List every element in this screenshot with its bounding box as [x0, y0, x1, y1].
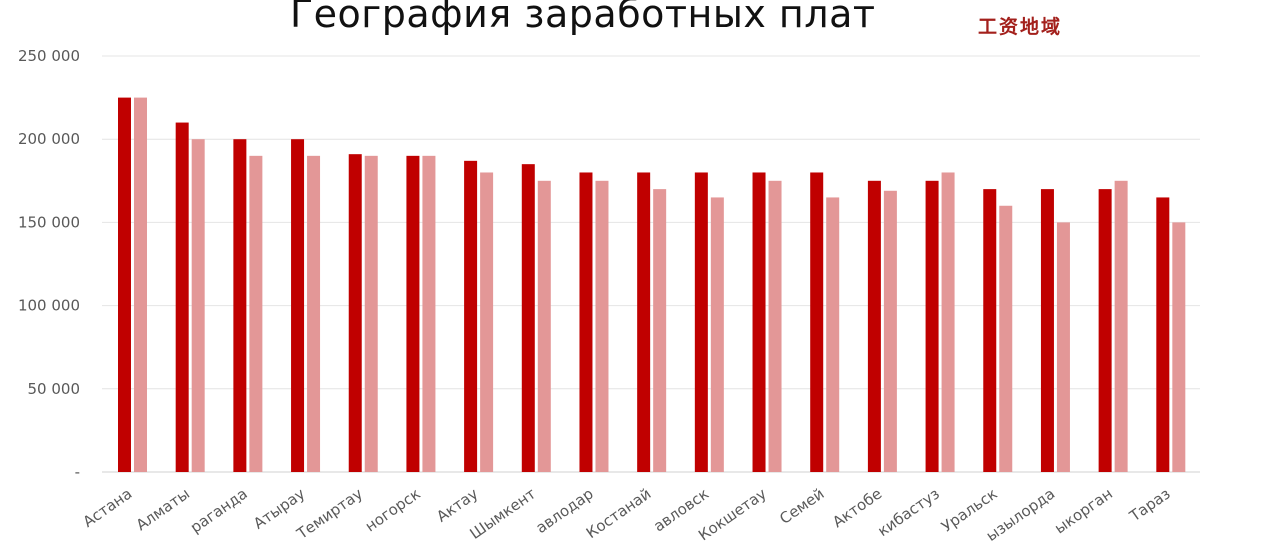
x-tick-label: ыкорган	[1051, 485, 1116, 538]
bar-series-2	[537, 180, 551, 473]
bar-series-1	[521, 164, 535, 472]
bar-series-2	[480, 172, 494, 473]
bar-series-1	[464, 160, 478, 472]
y-tick-label: 150 000	[18, 213, 80, 231]
bar-series-2	[768, 180, 782, 473]
bar-series-2	[191, 139, 205, 472]
x-tick-label: Семей	[776, 485, 827, 528]
bar-series-2	[826, 197, 840, 472]
y-axis-ticks: - 50 000 100 000 150 000 200 000 250 000	[18, 47, 80, 481]
bar-series-2	[999, 205, 1013, 472]
bar-series-1	[637, 172, 651, 473]
bar-series-1	[983, 189, 997, 472]
bar-series-1	[1156, 197, 1170, 472]
bar-series-1	[291, 139, 305, 472]
x-tick-label: Костанай	[583, 485, 655, 543]
bar-series-2	[1114, 180, 1128, 473]
y-tick-label: 200 000	[18, 130, 80, 148]
bar-series-1	[925, 180, 939, 473]
bar-series-1	[348, 154, 362, 472]
bar-series-2	[1056, 222, 1070, 472]
x-tick-label: раганда	[187, 485, 251, 537]
x-tick-label: Тараз	[1126, 485, 1174, 526]
bar-series-1	[694, 172, 708, 473]
bar-series-1	[1098, 189, 1112, 472]
y-tick-label: 100 000	[18, 297, 80, 315]
x-tick-label: Шымкент	[466, 484, 539, 543]
y-tick-label: 250 000	[18, 47, 80, 65]
bar-series-1	[867, 180, 881, 473]
bar-series-1	[233, 139, 247, 472]
bar-series-2	[883, 190, 897, 472]
bar-series-1	[752, 172, 766, 473]
bar-series-1	[118, 97, 131, 472]
bar-series-2	[1172, 222, 1186, 472]
x-tick-label: ногорск	[362, 485, 424, 536]
bar-series-2	[941, 172, 955, 473]
bar-series-1	[579, 172, 593, 473]
bar-series-2	[134, 97, 147, 472]
bar-series-2	[307, 155, 321, 472]
gridlines	[102, 55, 1200, 473]
bars	[118, 97, 1186, 473]
bar-series-2	[364, 155, 378, 472]
bar-series-2	[653, 189, 667, 472]
bar-series-1	[175, 122, 189, 472]
bar-series-2	[422, 155, 436, 472]
y-tick-label: -	[75, 463, 80, 481]
x-tick-label: Астана	[80, 485, 136, 532]
bar-series-1	[810, 172, 824, 473]
bar-series-2	[595, 180, 609, 473]
x-tick-label: Алматы	[133, 485, 193, 535]
x-tick-label: кибастуз	[874, 485, 943, 541]
bar-series-1	[1040, 189, 1054, 472]
y-tick-label: 50 000	[28, 380, 81, 398]
chart-annotation: 工资地域	[978, 16, 1063, 38]
bar-series-2	[249, 155, 263, 472]
chart-title: География заработных плат	[290, 0, 876, 36]
bar-series-1	[406, 155, 420, 472]
x-tick-label: Актау	[433, 484, 481, 525]
bar-series-2	[710, 197, 724, 472]
